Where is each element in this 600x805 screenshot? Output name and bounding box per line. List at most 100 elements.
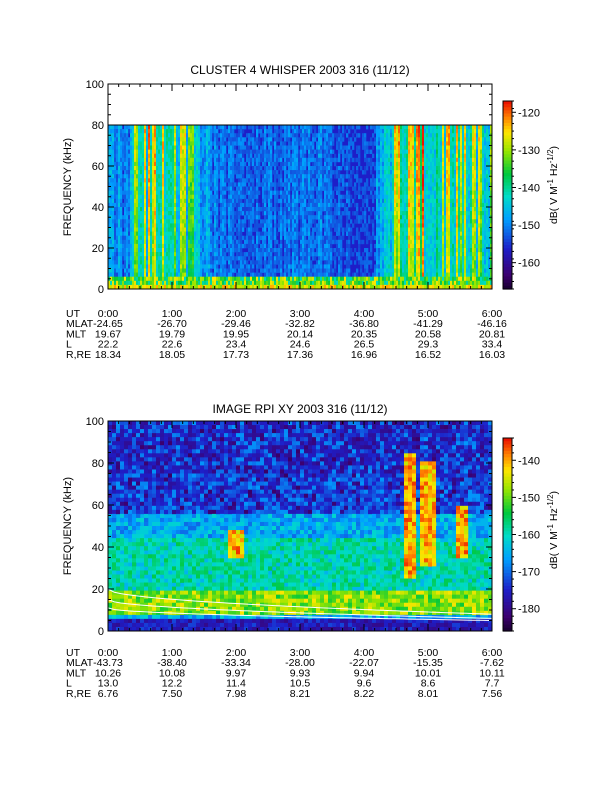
spectrogram-cell [134, 248, 137, 253]
spectrogram-cell [180, 161, 183, 167]
spectrogram-cell [304, 268, 307, 273]
spectrogram-cell [356, 207, 359, 212]
spectrogram-cell [304, 223, 307, 228]
spectrogram-cell [206, 260, 209, 265]
spectrogram-cell [294, 170, 297, 175]
spectrogram-cell [216, 256, 219, 261]
spectrogram-cell [144, 133, 147, 138]
spectrogram-cell [120, 141, 123, 146]
spectrogram-cell [232, 170, 235, 175]
spectrogram-cell [274, 157, 277, 163]
spectrogram-cell [270, 264, 273, 269]
spectrogram-cell [266, 170, 269, 175]
spectrogram-cell [324, 161, 327, 167]
spectrogram-cell [314, 161, 317, 167]
spectrogram-cell [132, 284, 135, 290]
spectrogram-cell [208, 256, 211, 261]
spectrogram-cell [124, 190, 127, 195]
spectrogram-cell [310, 243, 313, 249]
spectrogram-cell [274, 174, 277, 179]
spectrogram-cell [146, 260, 149, 265]
spectrogram-cell [320, 174, 323, 179]
spectrogram-cell [324, 125, 327, 130]
spectrogram-cell [268, 133, 271, 138]
spectrogram-cell [240, 161, 243, 167]
spectrogram-cell [244, 137, 247, 142]
spectrogram-cell [112, 137, 115, 142]
spectrogram-cell [370, 243, 373, 249]
spectrogram-cell [132, 223, 135, 228]
spectrogram-cell [278, 276, 281, 282]
spectrogram-cell [274, 235, 277, 241]
spectrogram-cell [210, 215, 213, 220]
spectrogram-cell [242, 268, 245, 273]
spectrogram-cell [192, 243, 195, 249]
spectrogram-cell [382, 231, 385, 236]
spectrogram-cell [164, 149, 167, 154]
spectrogram-cell [260, 260, 263, 265]
spectrogram-cell [132, 235, 135, 241]
spectrogram-cell [240, 231, 243, 236]
spectrogram-cell [370, 190, 373, 195]
spectrogram-cell [324, 231, 327, 236]
spectrogram-cell [134, 219, 137, 224]
spectrogram-cell [170, 280, 173, 286]
spectrogram-cell [354, 129, 357, 134]
spectrogram-cell [186, 239, 189, 245]
spectrogram-cell [158, 260, 161, 265]
spectrogram-cell [266, 149, 269, 154]
spectrogram-cell [340, 260, 343, 265]
spectrogram-cell [170, 194, 173, 200]
spectrogram-cell [184, 223, 187, 228]
spectrogram-cell [326, 125, 329, 130]
spectrogram-cell [254, 161, 257, 167]
spectrogram-cell [368, 207, 371, 212]
spectrogram-cell [170, 264, 173, 269]
spectrogram-cell [322, 186, 325, 191]
spectrogram-cell [178, 149, 181, 154]
spectrogram-cell [210, 276, 213, 282]
spectrogram-cell [248, 235, 251, 241]
spectrogram-cell [114, 149, 117, 154]
spectrogram-cell [188, 145, 191, 150]
spectrogram-cell [154, 264, 157, 269]
spectrogram-cell [178, 243, 181, 249]
spectrogram-cell [346, 211, 349, 216]
spectrogram-cell [346, 194, 349, 200]
spectrogram-cell [358, 182, 361, 187]
spectrogram-cell [128, 223, 131, 228]
spectrogram-cell [332, 272, 335, 277]
spectrogram-cell [292, 129, 295, 134]
spectrogram-cell [380, 239, 383, 245]
spectrogram-cell [346, 280, 349, 286]
spectrogram-cell [334, 223, 337, 228]
spectrogram-cell [358, 133, 361, 138]
spectrogram-cell [126, 145, 129, 150]
spectrogram-cell [352, 125, 355, 130]
spectrogram-cell [160, 256, 163, 261]
spectrogram-cell [260, 125, 263, 130]
spectrogram-cell [140, 235, 143, 241]
spectrogram-cell [140, 256, 143, 261]
spectrogram-cell [240, 170, 243, 175]
spectrogram-cell [214, 157, 217, 163]
spectrogram-cell [338, 211, 341, 216]
spectrogram-cell [236, 256, 239, 261]
spectrogram-cell [340, 145, 343, 150]
spectrogram-cell [166, 133, 169, 138]
spectrogram-cell [318, 235, 321, 241]
spectrogram-cell [322, 145, 325, 150]
spectrogram-cell [258, 182, 261, 187]
spectrogram-cell [284, 157, 287, 163]
spectrogram-cell [110, 276, 113, 282]
spectrogram-cell [370, 239, 373, 245]
spectrogram-cell [114, 145, 117, 150]
spectrogram-cell [116, 207, 119, 212]
spectrogram-cell [342, 272, 345, 277]
spectrogram-cell [300, 133, 303, 138]
spectrogram-cell [372, 141, 375, 146]
spectrogram-cell [136, 153, 139, 159]
spectrogram-cell [126, 264, 129, 269]
spectrogram-cell [264, 145, 267, 150]
spectrogram-cell [286, 211, 289, 216]
